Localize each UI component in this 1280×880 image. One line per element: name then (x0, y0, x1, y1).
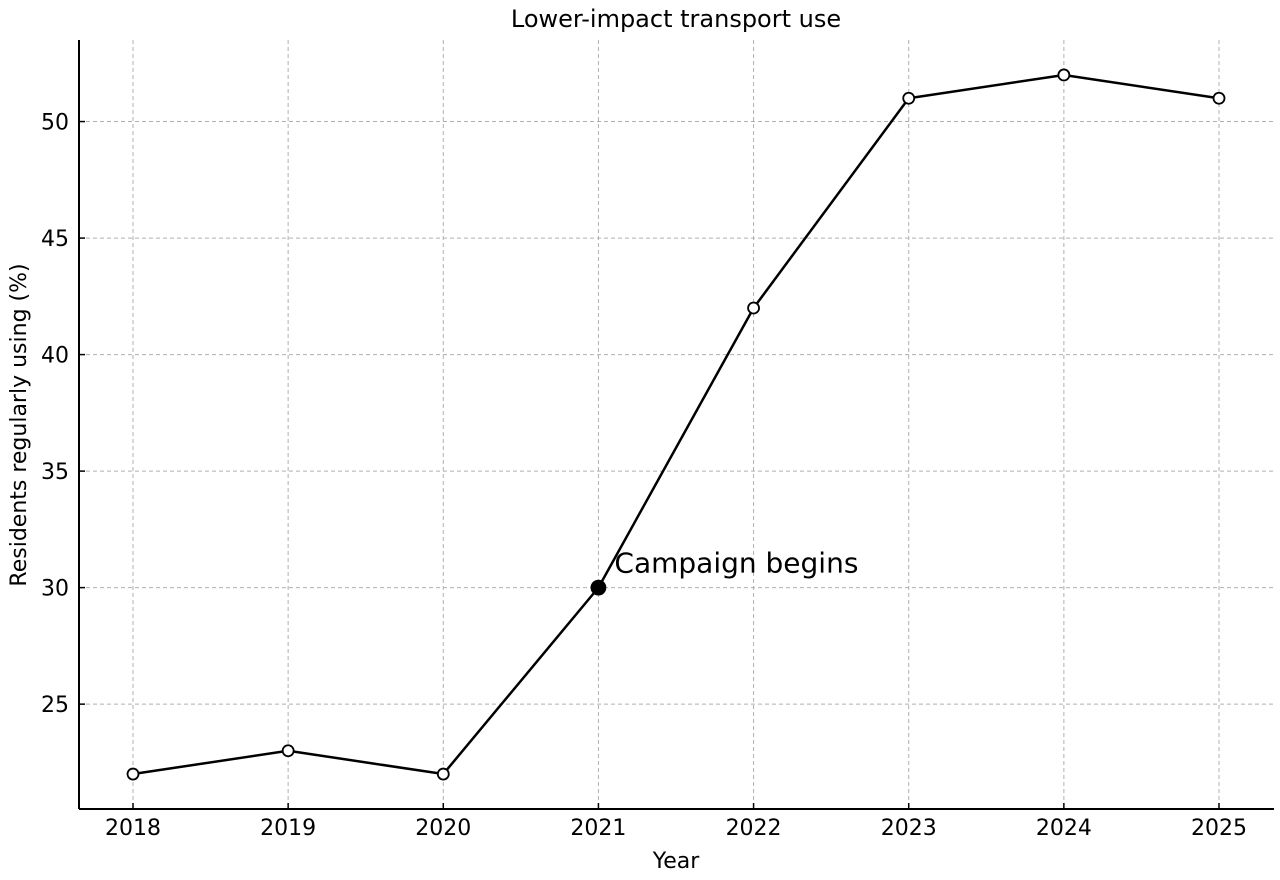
data-point (902, 91, 916, 105)
x-tick-label: 2024 (1036, 816, 1092, 841)
x-axis-label: Year (652, 849, 701, 874)
y-tick-label: 50 (41, 111, 69, 136)
annotation-text: Campaign begins (614, 547, 858, 580)
x-tick-label: 2018 (105, 816, 161, 841)
data-point (747, 301, 760, 315)
series-line (132, 73, 1220, 776)
y-tick-label: 40 (41, 344, 69, 369)
data-point (126, 767, 140, 781)
data-point (1212, 91, 1226, 105)
axes (78, 40, 1274, 810)
series (126, 68, 1226, 781)
data-point (281, 744, 295, 758)
data-point (1057, 68, 1071, 82)
highlighted-data-point (590, 579, 607, 596)
y-tick-label: 35 (41, 460, 69, 485)
x-tick-label: 2022 (726, 816, 782, 841)
y-tick-label: 25 (41, 693, 69, 718)
y-tick-label: 45 (41, 227, 69, 252)
grid (79, 40, 1274, 809)
x-tick-label: 2025 (1191, 816, 1247, 841)
y-axis-label: Residents regularly using (%) (7, 263, 32, 586)
annotations: Campaign begins (614, 547, 858, 580)
x-tick-label: 2020 (415, 816, 471, 841)
x-tick-label: 2021 (570, 816, 626, 841)
y-tick-label: 30 (41, 577, 69, 602)
y-axis-ticks: 25 30 35 40 45 50 (41, 111, 85, 718)
x-axis-ticks: 2018 2019 2020 2021 2022 2023 2024 2025 (105, 803, 1247, 841)
data-point (436, 767, 450, 781)
chart-title: Lower-impact transport use (511, 5, 841, 33)
x-tick-label: 2019 (260, 816, 316, 841)
x-tick-label: 2023 (881, 816, 937, 841)
